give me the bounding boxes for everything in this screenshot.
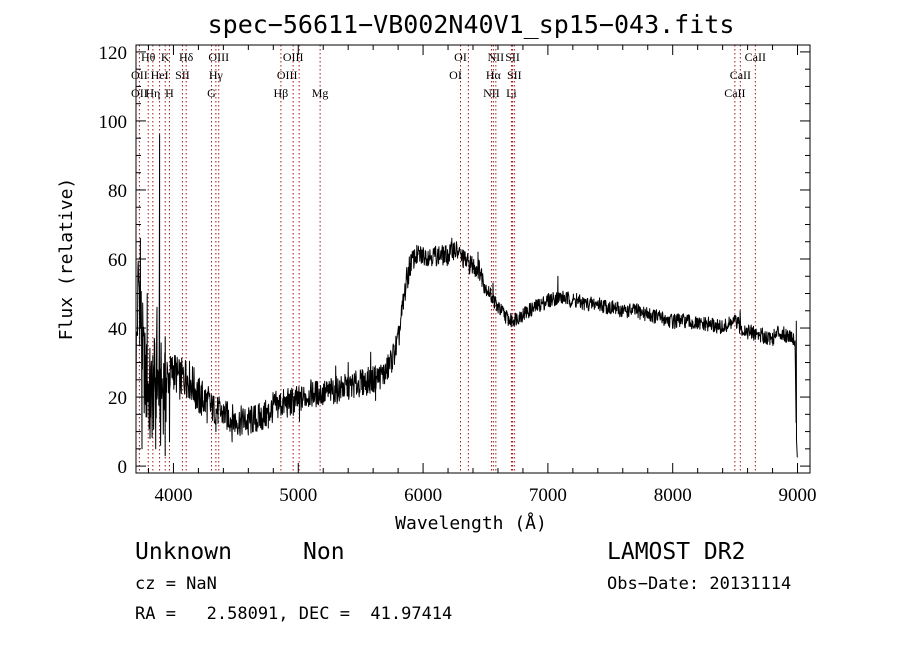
y-tick-label: 40 xyxy=(108,319,127,340)
survey-name: LAMOST DR2 xyxy=(607,539,745,565)
spectral-line-label: HeI xyxy=(151,68,169,82)
y-tick-label: 80 xyxy=(108,181,127,202)
y-tick-label: 100 xyxy=(99,112,128,133)
spectral-line-label: K xyxy=(161,50,170,64)
spectral-line-label: Hη xyxy=(145,86,160,100)
spectral-line-label: Hδ xyxy=(179,50,194,64)
object-subclass: Non xyxy=(303,539,345,565)
spectral-line-label: OI xyxy=(454,50,467,64)
spectral-line-label: SII xyxy=(507,68,522,82)
y-tick-label: 60 xyxy=(108,250,127,271)
spectral-line-label: Hθ xyxy=(141,50,156,64)
spectral-line-label: Hγ xyxy=(209,68,224,82)
x-tick-label: 4000 xyxy=(154,485,192,506)
x-axis-ticks: 4000 5000 6000 7000 8000 9000 xyxy=(147,45,817,506)
spectral-line-label: OIII xyxy=(208,50,229,64)
spectrum-plot xyxy=(135,134,798,458)
spectral-line-label: Hβ xyxy=(274,86,289,100)
y-tick-label: 0 xyxy=(118,457,128,478)
redshift-value: cz = NaN xyxy=(135,574,217,594)
y-tick-label: 120 xyxy=(99,43,128,64)
x-tick-label: 5000 xyxy=(279,485,317,506)
spectral-line-label: OII xyxy=(131,86,148,100)
y-axis-label: Flux (relative) xyxy=(56,178,77,341)
ra-dec-coordinates: RA = 2.58091, DEC = 41.97414 xyxy=(135,604,452,624)
plot-frame xyxy=(135,44,811,474)
x-tick-label: 6000 xyxy=(404,485,442,506)
spectral-line-label: Mg xyxy=(312,86,329,100)
spectral-line-label: OIII xyxy=(277,68,298,82)
spectral-line-label: OII xyxy=(131,68,148,82)
spectral-line-label: G xyxy=(207,86,216,100)
spectral-line-label: NII xyxy=(483,86,500,100)
spectral-line-label: Li xyxy=(506,86,517,100)
y-tick-label: 20 xyxy=(108,388,127,409)
y-axis-ticks: 0 20 40 60 80 100 120 xyxy=(99,43,810,478)
spectral-line-label: H xyxy=(165,86,174,100)
spectral-line-label: OI xyxy=(449,68,462,82)
spectral-line-label: NII xyxy=(488,50,505,64)
spectral-line-label: SII xyxy=(505,50,520,64)
spectrum-line xyxy=(135,134,798,458)
spectral-line-label: CaII xyxy=(724,86,745,100)
spectral-line-label: CaII xyxy=(745,50,766,64)
spectral-line-label: Hα xyxy=(486,68,502,82)
x-tick-label: 8000 xyxy=(654,485,692,506)
x-tick-label: 7000 xyxy=(529,485,567,506)
x-axis-label: Wavelength (Å) xyxy=(395,512,547,534)
x-tick-label: 9000 xyxy=(779,485,817,506)
object-class: Unknown xyxy=(135,539,232,565)
spectral-line-label: CaII xyxy=(730,68,751,82)
observation-date: Obs−Date: 20131114 xyxy=(607,574,791,594)
spectral-line-label: OIII xyxy=(283,50,304,64)
spectral-line-label: SII xyxy=(175,68,190,82)
chart-title: spec−56611−VB002N40V1_sp15−043.fits xyxy=(208,10,735,39)
